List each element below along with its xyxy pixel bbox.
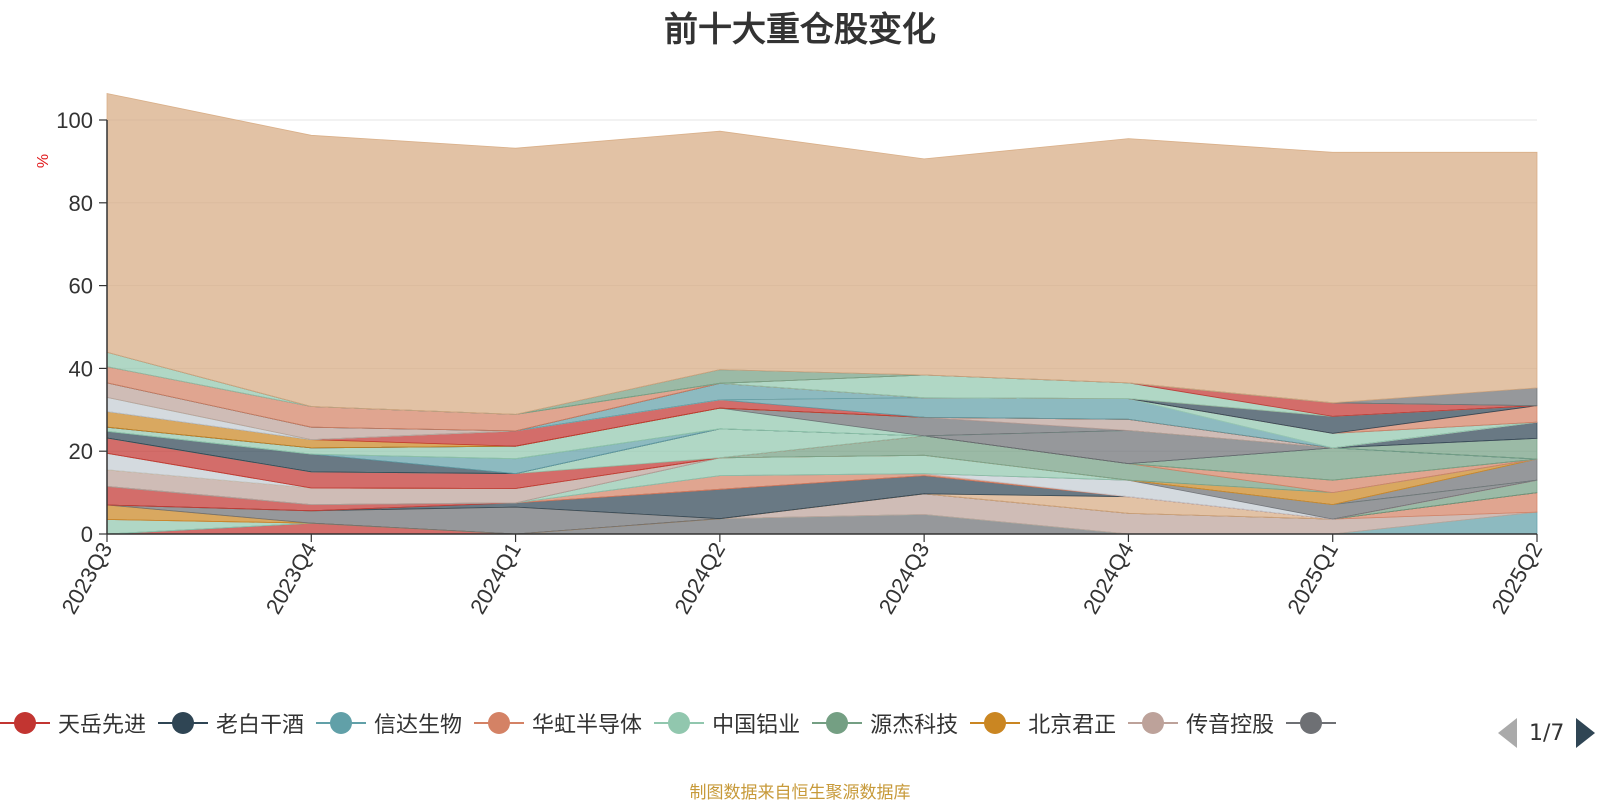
legend-line-marker-icon	[316, 708, 367, 738]
y-tick-label: 40	[69, 356, 93, 381]
area-series-49[interactable]	[106, 93, 1538, 415]
legend-page-indicator: 1/7	[1529, 720, 1565, 746]
x-tick-label: 2023Q4	[261, 538, 322, 618]
y-tick-label: 100	[56, 108, 93, 133]
y-tick-label: 60	[69, 274, 93, 299]
x-tick-label: 2025Q2	[1487, 538, 1548, 618]
x-tick-label: 2023Q3	[57, 538, 118, 618]
triangle-right-icon[interactable]	[1576, 718, 1596, 748]
y-tick-label: 20	[69, 439, 93, 464]
x-tick-labels: 2023Q3 2023Q4 2024Q1 2024Q2 2024Q3 2024Q4 2025…	[57, 538, 1548, 618]
legend-label: 北京君正	[1028, 713, 1117, 738]
source-note: 制图数据来自恒生聚源数据库	[689, 783, 911, 803]
chart-title: 前十大重仓股变化	[664, 10, 936, 50]
x-tick-label: 2024Q2	[669, 538, 730, 618]
legend-item[interactable]	[1286, 708, 1344, 738]
triangle-left-icon[interactable]	[1498, 718, 1517, 748]
x-tick-label: 2025Q1	[1282, 538, 1343, 618]
legend-label: 源杰科技	[870, 713, 959, 738]
legend-item[interactable]: 信达生物	[316, 707, 462, 739]
legend-line-marker-icon	[654, 708, 705, 738]
legend-label: 老白干酒	[216, 713, 305, 738]
legend-item[interactable]: 华虹半导体	[474, 707, 642, 739]
legend-pager: 1/7	[1498, 718, 1596, 748]
legend-item[interactable]: 中国铝业	[654, 707, 800, 739]
legend-item[interactable]: 源杰科技	[812, 707, 958, 739]
legend: 天岳先进 老白干酒 信达生物 华虹半导体 中国铝业 源杰科技 北京君正 传音控股	[0, 706, 1600, 740]
legend-line-marker-icon	[474, 708, 525, 738]
x-tick-label: 2024Q1	[465, 538, 526, 618]
legend-label: 中国铝业	[712, 713, 801, 738]
legend-item[interactable]: 天岳先进	[0, 707, 146, 739]
area-series	[106, 93, 1538, 535]
legend-line-marker-icon	[1286, 708, 1337, 738]
legend-line-marker-icon	[158, 708, 209, 738]
x-tick-label: 2024Q3	[874, 538, 935, 618]
y-tick-label: 0	[81, 522, 93, 547]
legend-item[interactable]: 老白干酒	[158, 707, 304, 739]
legend-label: 华虹半导体	[532, 713, 643, 738]
x-tick-label: 2024Q4	[1078, 538, 1139, 618]
legend-label: 天岳先进	[58, 713, 147, 738]
y-axis-unit-label: %	[35, 154, 52, 168]
y-tick-label: 80	[69, 191, 93, 216]
legend-item[interactable]: 传音控股	[1128, 707, 1274, 739]
legend-line-marker-icon	[970, 708, 1021, 738]
axes	[99, 119, 1538, 542]
legend-item[interactable]: 北京君正	[970, 707, 1116, 739]
y-tick-labels: 0 20 40 60 80 100	[56, 108, 93, 547]
legend-line-marker-icon	[0, 708, 50, 738]
legend-line-marker-icon	[812, 708, 863, 738]
legend-label: 信达生物	[374, 713, 463, 738]
legend-label: 传音控股	[1186, 713, 1275, 738]
legend-line-marker-icon	[1128, 708, 1179, 738]
